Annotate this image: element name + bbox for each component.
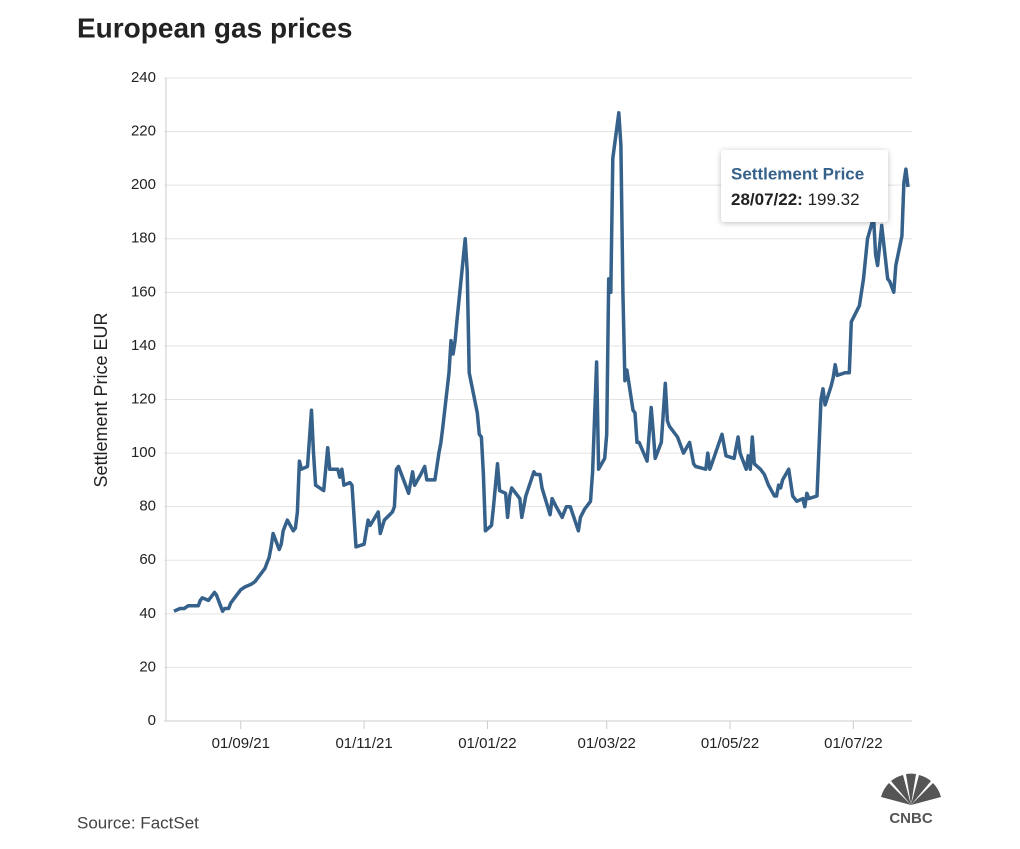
tooltip-box: [721, 150, 888, 222]
x-tick-label: 01/07/22: [824, 735, 882, 752]
tooltip: Settlement Price 28/07/22: 199.32: [721, 150, 888, 222]
y-tick-label: 80: [139, 498, 156, 515]
logo-text: CNBC: [889, 810, 932, 827]
tooltip-body: 28/07/22: 199.32: [731, 190, 860, 209]
y-tick-label: 120: [131, 390, 156, 407]
y-tick-label: 220: [131, 123, 156, 140]
line: [173, 111, 910, 613]
logo: CNBC: [881, 773, 941, 827]
y-tick-label: 0: [148, 712, 156, 729]
y-tick-label: 180: [131, 230, 156, 247]
x-tick-label: 01/01/22: [458, 735, 516, 752]
tooltip-date: 28/07/22:: [731, 190, 803, 209]
tooltip-value: 199.32: [808, 190, 860, 209]
x-tick-label: 01/09/21: [212, 735, 270, 752]
y-tick-label: 60: [139, 551, 156, 568]
plot: [173, 111, 910, 613]
y-tick-label: 20: [139, 658, 156, 675]
logo-feather: [906, 773, 916, 805]
y-tick-label: 160: [131, 283, 156, 300]
y-tick-label: 200: [131, 176, 156, 193]
x-tick-label: 01/05/22: [701, 735, 759, 752]
chart-title: European gas prices: [77, 12, 352, 43]
logo-feather: [911, 775, 931, 805]
grid: 0 20 40 60 80 100 120 140 160 180 200 220 240 01/09/2…: [131, 69, 912, 752]
y-axis-label: Settlement Price EUR: [91, 312, 111, 487]
source: Source: FactSet: [77, 813, 199, 832]
logo-feather: [881, 783, 911, 805]
y-tick-label: 40: [139, 605, 156, 622]
x-tick-label: 01/03/22: [578, 735, 636, 752]
logo-feather: [911, 783, 941, 805]
y-tick-label: 100: [131, 444, 156, 461]
y-tick-label: 140: [131, 337, 156, 354]
tooltip-title: Settlement Price: [731, 164, 864, 183]
y-tick-label: 240: [131, 69, 156, 86]
x-tick-label: 01/11/21: [335, 735, 392, 752]
logo-feather: [891, 775, 911, 805]
